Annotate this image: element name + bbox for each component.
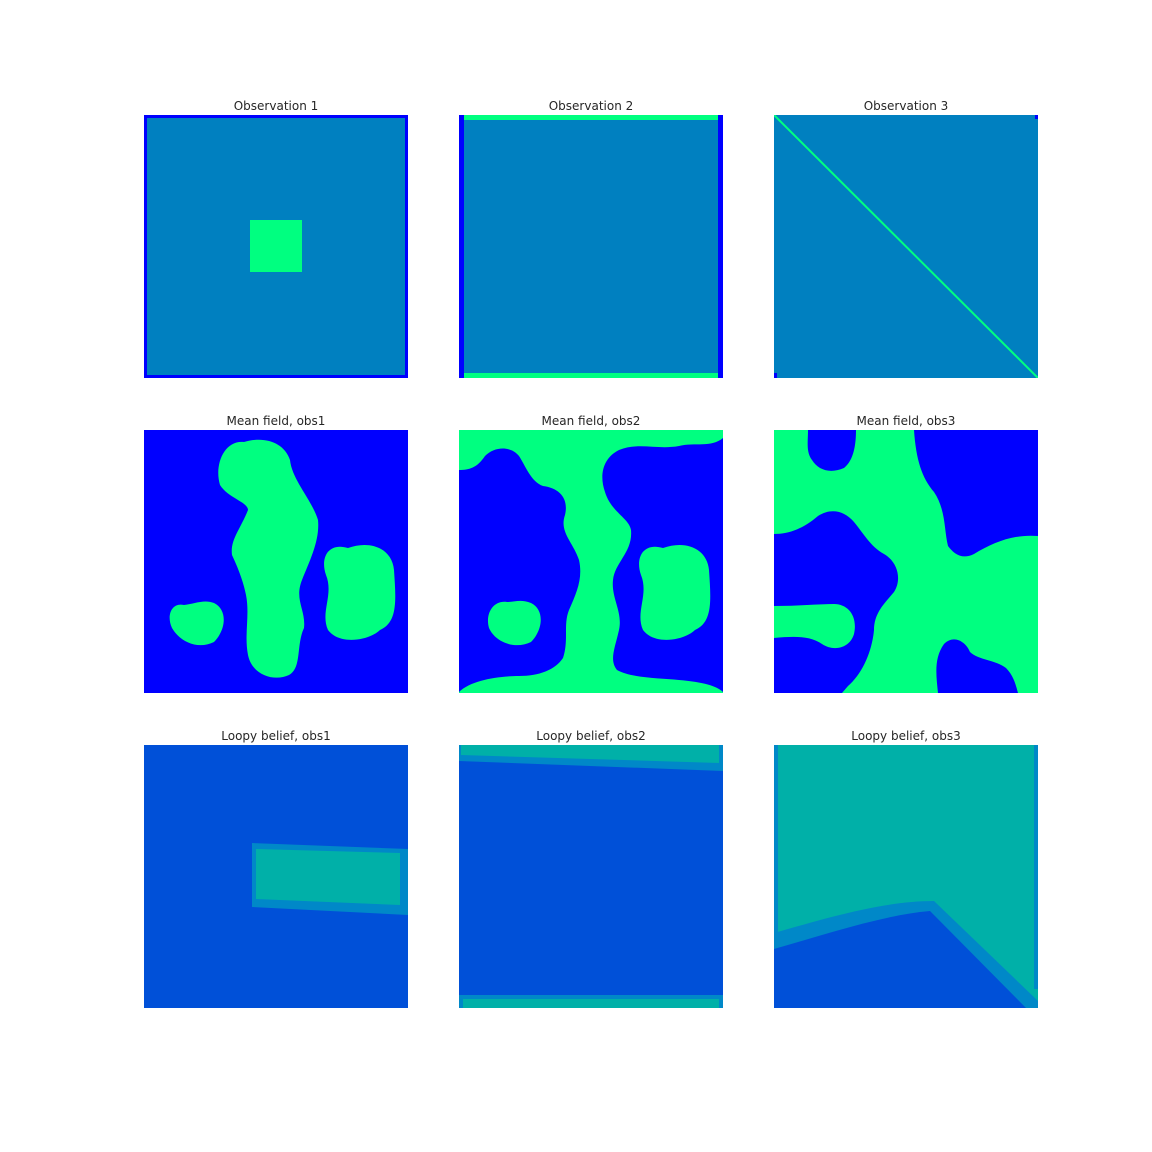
panel-title-mean-field-obs1: Mean field, obs1	[226, 414, 326, 428]
observation-2-image	[459, 115, 723, 378]
loopy-belief-obs2-image	[459, 745, 723, 1008]
panel-loopy-belief-obs2	[459, 745, 723, 1008]
mean-field-obs2-image	[459, 430, 723, 693]
panel-title-loopy-belief-obs3: Loopy belief, obs3	[851, 729, 961, 743]
panel-observation-1	[144, 115, 408, 378]
panel-observation-3	[774, 115, 1038, 378]
panel-title-observation-3: Observation 3	[863, 99, 949, 113]
panel-mean-field-obs1	[144, 430, 408, 693]
panel-title-mean-field-obs3: Mean field, obs3	[856, 414, 956, 428]
observation-3-image	[774, 115, 1038, 378]
panel-mean-field-obs2	[459, 430, 723, 693]
panel-loopy-belief-obs1	[144, 745, 408, 1008]
loopy-belief-obs3-image	[774, 745, 1038, 1008]
panel-title-loopy-belief-obs1: Loopy belief, obs1	[221, 729, 331, 743]
mean-field-obs3-image	[774, 430, 1038, 693]
loopy-belief-obs1-image	[144, 745, 408, 1008]
panel-title-observation-2: Observation 2	[548, 99, 634, 113]
observation-1-image	[144, 115, 408, 378]
panel-title-loopy-belief-obs2: Loopy belief, obs2	[536, 729, 646, 743]
panel-loopy-belief-obs3	[774, 745, 1038, 1008]
panel-mean-field-obs3	[774, 430, 1038, 693]
panel-title-observation-1: Observation 1	[233, 99, 319, 113]
panel-observation-2	[459, 115, 723, 378]
mean-field-obs1-image	[144, 430, 408, 693]
panel-title-mean-field-obs2: Mean field, obs2	[541, 414, 641, 428]
